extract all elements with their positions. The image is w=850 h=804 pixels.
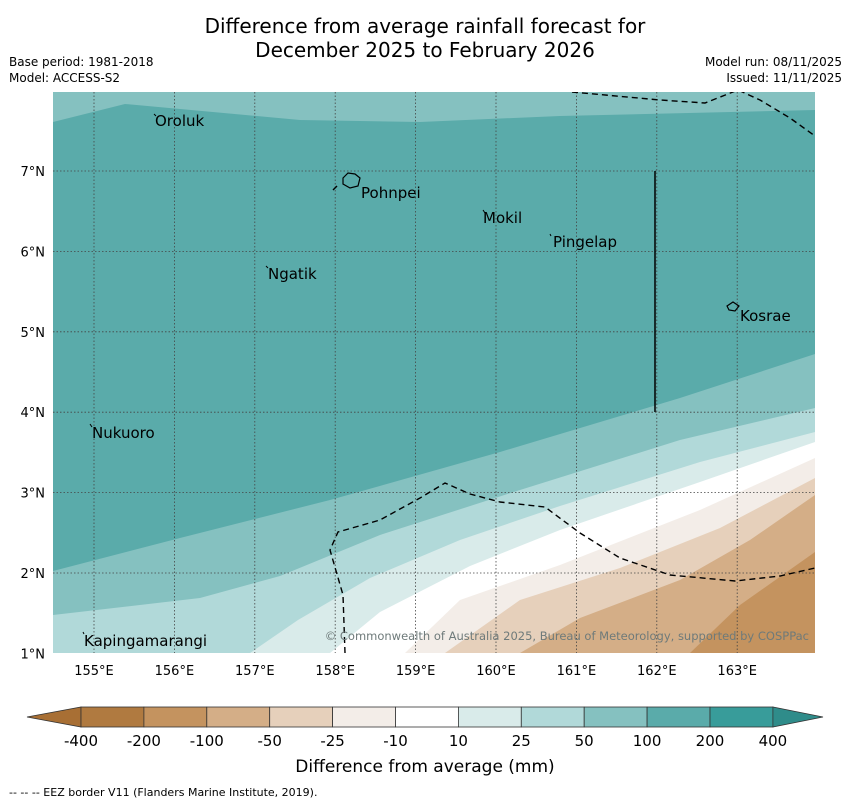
label-nukuoro: Nukuoro [92, 424, 155, 442]
colorbar-tick-labels: -400 -200 -100 -50 -25 -10 10 25 50 100 200 400 [64, 732, 787, 750]
kosrae-island-shape [726, 301, 740, 312]
y-tick-label: 7°N [21, 165, 46, 180]
colorbar-tick: 200 [696, 732, 725, 750]
label-pohnpei: Pohnpei [361, 184, 421, 202]
colorbar-swatch [520, 706, 585, 728]
model-text: Model: ACCESS-S2 [9, 71, 121, 85]
colorbar-swatch [332, 706, 396, 728]
y-tick-labels: 7°N 6°N 5°N 4°N 3°N 2°N 1°N [21, 165, 46, 662]
eez-borders [329, 92, 815, 653]
x-tick-label: 159°E [396, 664, 436, 679]
pohnpei-island-shape [342, 172, 361, 189]
colorbar-swatch [395, 706, 459, 728]
colorbar-tick: -200 [127, 732, 161, 750]
label-pingelap: Pingelap [553, 233, 617, 251]
x-tick-label: 160°E [476, 664, 516, 679]
base-period-text: Base period: 1981-2018 [9, 55, 154, 69]
colorbar-swatch [206, 706, 271, 728]
colorbar-swatch [269, 706, 334, 728]
eez-border-south [329, 482, 815, 653]
y-tick-label: 4°N [21, 406, 46, 421]
colorbar-extend-low [26, 706, 82, 728]
contour-fill [53, 92, 815, 653]
label-mokil: Mokil [483, 209, 522, 227]
y-tick-label: 3°N [21, 487, 46, 502]
colorbar-swatch [143, 706, 208, 728]
colorbar-tick: 100 [633, 732, 662, 750]
y-tick-label: 2°N [21, 567, 46, 582]
x-tick-label: 158°E [315, 664, 355, 679]
colorbar-tick: -25 [320, 732, 345, 750]
x-tick-labels: 155°E 156°E 157°E 158°E 159°E 160°E 161°E 162°E… [74, 664, 757, 679]
x-tick-label: 156°E [155, 664, 195, 679]
x-tick-label: 163°E [717, 664, 757, 679]
colorbar-swatch [646, 706, 711, 728]
issued-text: Issued: 11/11/2025 [726, 71, 842, 85]
label-oroluk: Oroluk [155, 112, 204, 130]
x-tick-label: 155°E [74, 664, 114, 679]
model-run-text: Model run: 08/11/2025 [704, 55, 842, 69]
title-line-1: Difference from average rainfall forecas… [204, 14, 646, 38]
footnote: -- -- -- EEZ border V11 (Flanders Marine… [9, 786, 318, 799]
y-tick-label: 5°N [21, 326, 46, 341]
colorbar-tick: 400 [759, 732, 788, 750]
colorbar-extend-high [772, 706, 824, 728]
contour-50-100-north [53, 92, 815, 122]
colorbar-swatch [709, 706, 774, 728]
label-kosrae: Kosrae [740, 307, 791, 325]
colorbar-tick: 10 [449, 732, 468, 750]
x-tick-label: 157°E [235, 664, 275, 679]
x-tick-label: 162°E [637, 664, 677, 679]
y-tick-label: 6°N [21, 245, 46, 260]
colorbar-tick: 50 [575, 732, 594, 750]
colorbar-tick: 25 [512, 732, 531, 750]
copyright-text: © Commonwealth of Australia 2025, Bureau… [325, 629, 809, 643]
colorbar-swatch [583, 706, 648, 728]
colorbar-swatch [457, 706, 522, 728]
colorbar-label: Difference from average (mm) [295, 757, 554, 777]
colorbar [26, 706, 824, 728]
x-tick-label: 161°E [557, 664, 597, 679]
colorbar-tick: -400 [64, 732, 98, 750]
colorbar-tick: -50 [257, 732, 282, 750]
atoll-marks [82, 113, 552, 635]
label-kapingamarangi: Kapingamarangi [84, 632, 207, 650]
graticule [53, 92, 815, 653]
colorbar-tick: -100 [190, 732, 224, 750]
colorbar-swatch [80, 706, 145, 728]
colorbar-tick: -10 [383, 732, 408, 750]
title-line-2: December 2025 to February 2026 [255, 38, 595, 62]
contour-minus-200 [690, 552, 815, 653]
y-tick-label: 1°N [21, 647, 46, 662]
eez-border-fragment [332, 185, 338, 191]
label-ngatik: Ngatik [268, 265, 317, 283]
